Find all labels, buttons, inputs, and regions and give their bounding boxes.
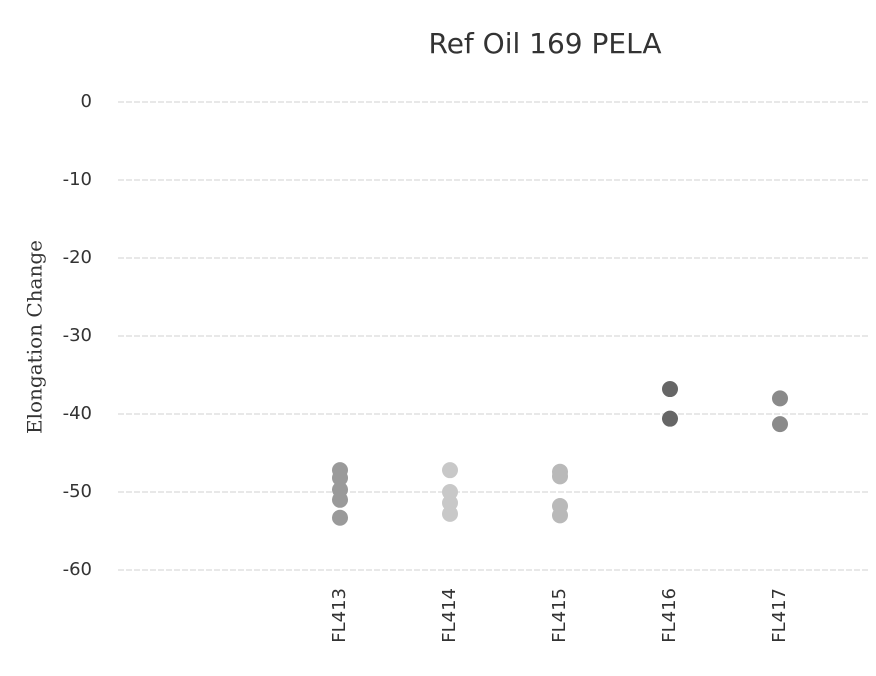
- y-axis-label: Elongation Change: [23, 240, 47, 434]
- y-tick-label: -50: [63, 481, 92, 502]
- dot: [772, 390, 788, 407]
- y-tick-label: 0: [81, 91, 92, 112]
- dot: [662, 381, 678, 398]
- dot: [772, 416, 788, 433]
- chart-title: Ref Oil 169 PELA: [429, 27, 662, 60]
- dot: [552, 468, 568, 485]
- y-tick-label: -60: [63, 559, 92, 580]
- dot: [332, 469, 348, 486]
- dot: [442, 505, 458, 522]
- dot: [662, 410, 678, 427]
- y-tick-label: -10: [63, 169, 92, 190]
- y-tick-label: -20: [63, 247, 92, 268]
- x-tick-label: FL413: [329, 588, 350, 643]
- dot: [332, 491, 348, 508]
- y-tick-label: -40: [63, 403, 92, 424]
- x-tick-label: FL415: [549, 588, 570, 643]
- x-tick-label: FL416: [659, 588, 680, 643]
- dot: [442, 462, 458, 479]
- y-tick-label: -30: [63, 325, 92, 346]
- dot: [332, 509, 348, 526]
- x-tick-label: FL414: [439, 588, 460, 643]
- dot: [552, 507, 568, 524]
- x-tick-label: FL417: [769, 588, 790, 643]
